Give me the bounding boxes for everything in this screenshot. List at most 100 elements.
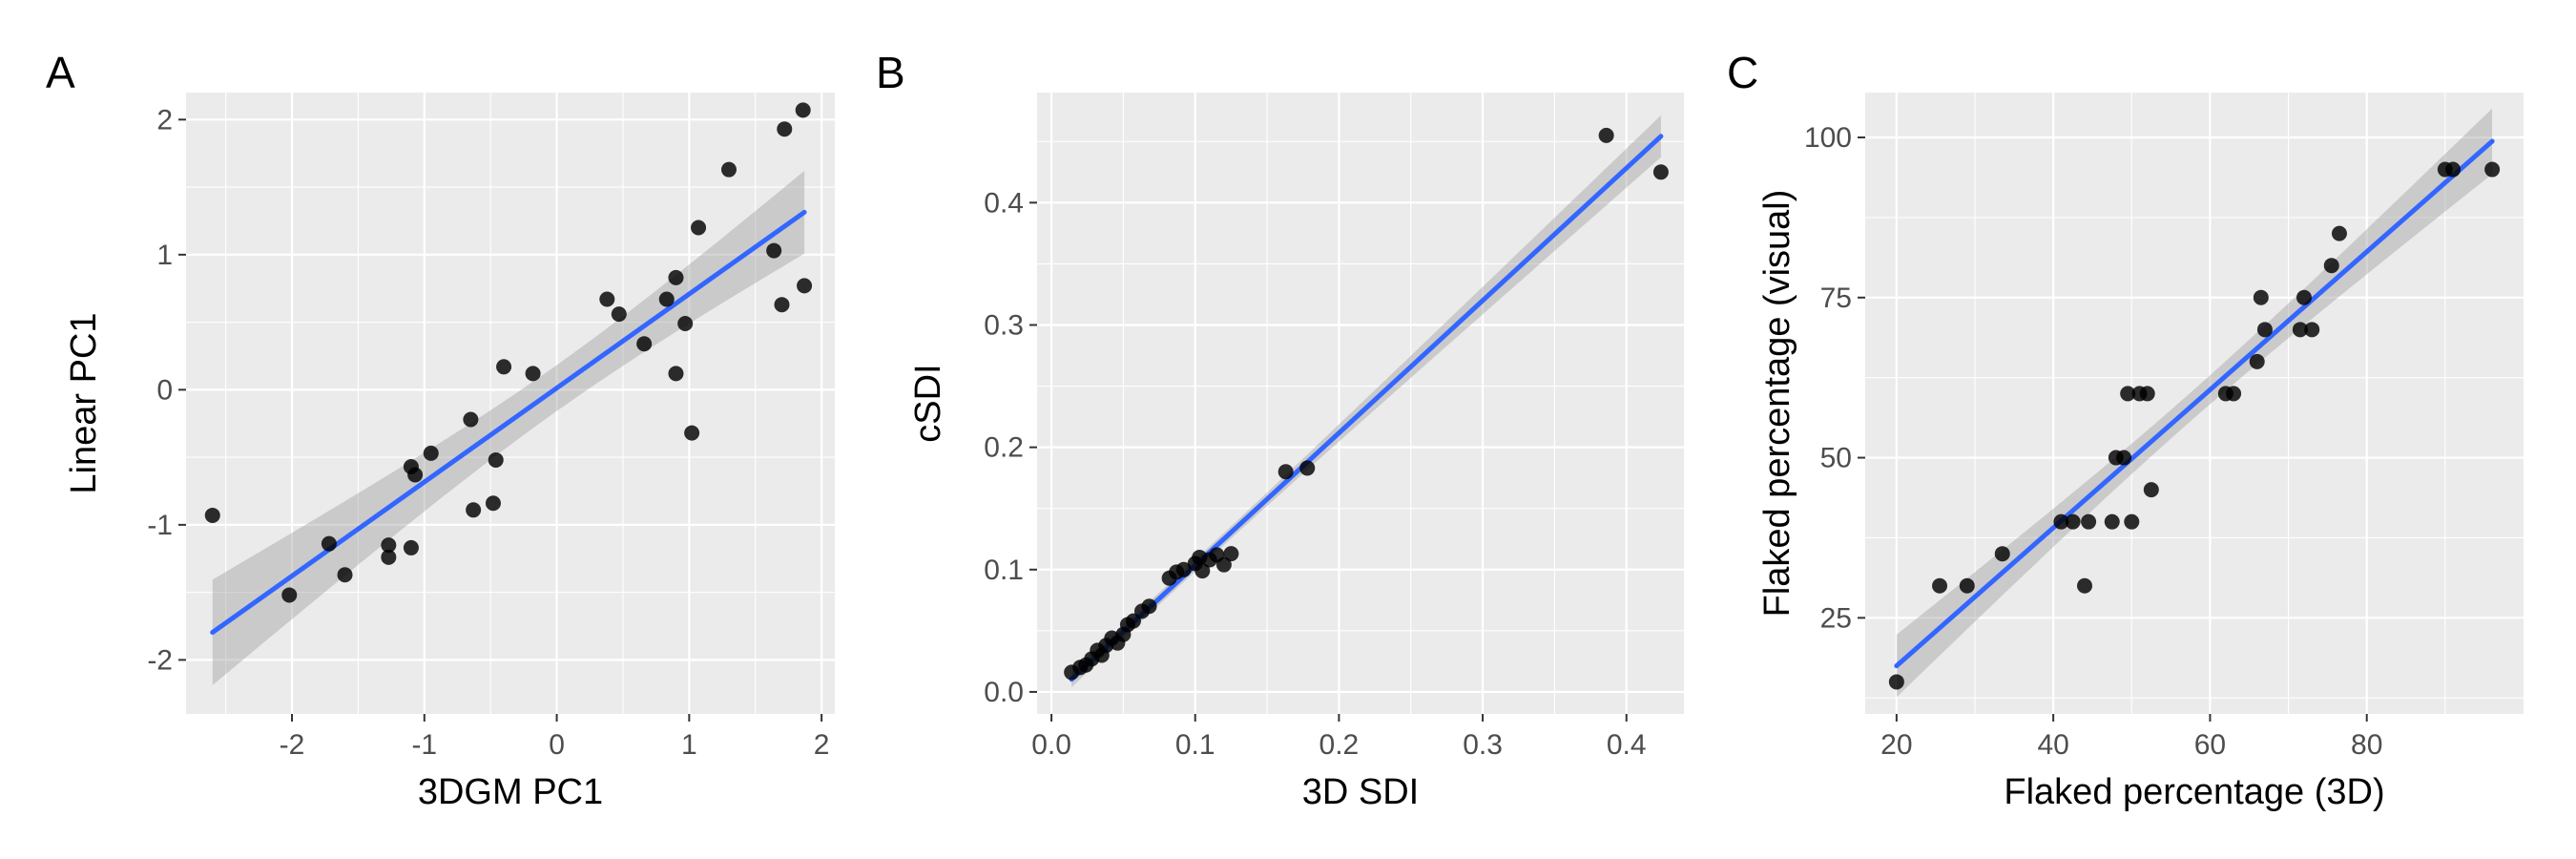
data-point [2124, 513, 2140, 530]
data-point [2296, 289, 2312, 305]
data-point [1223, 546, 1239, 562]
data-point [2226, 386, 2242, 402]
x-tick-label: -1 [411, 729, 437, 761]
data-point [321, 535, 337, 552]
data-point [1299, 460, 1316, 476]
data-point [1141, 598, 1157, 615]
y-tick-label: 100 [1804, 122, 1852, 154]
data-point [795, 102, 811, 118]
x-tick-label: 20 [1880, 729, 1912, 761]
x-tick-label: 0.2 [1319, 729, 1360, 761]
y-axis-title: cSDI [908, 364, 948, 442]
data-point [2081, 513, 2097, 530]
y-tick-label: -1 [147, 510, 173, 541]
x-tick-label: 0.1 [1175, 729, 1215, 761]
regression-line [1894, 138, 2495, 669]
data-point [668, 269, 684, 285]
x-axis-title: Flaked percentage (3D) [2004, 772, 2384, 812]
data-point [2116, 450, 2132, 466]
x-tick-label: 80 [2351, 729, 2382, 761]
y-tick-label: 25 [1820, 602, 1852, 634]
data-point [1278, 464, 1294, 480]
y-tick-label: 0.1 [984, 555, 1024, 586]
data-point [1932, 577, 1948, 594]
plot-background [186, 93, 835, 714]
data-point [403, 539, 419, 555]
data-point [407, 467, 424, 483]
data-point [1125, 613, 1141, 629]
data-point [2253, 289, 2269, 305]
x-tick-label: 0 [549, 729, 565, 761]
data-point [525, 366, 541, 382]
data-point [2143, 482, 2159, 498]
panel-a: -2 -1 0 1 2 -2 -1 0 1 2 3DGM PC1 Linear PC1 A [46, 48, 835, 812]
data-point [2445, 161, 2462, 178]
x-tick-label: 60 [2194, 729, 2226, 761]
y-tick-label: 0.3 [984, 309, 1024, 341]
x-tick-label: 0.4 [1607, 729, 1647, 761]
regression-line [210, 209, 807, 636]
data-point [1959, 577, 1975, 594]
data-point [2256, 322, 2273, 338]
data-point [496, 359, 512, 375]
data-point [1195, 563, 1211, 579]
panel-label: A [46, 48, 75, 97]
data-point [677, 316, 694, 332]
data-point [599, 291, 615, 307]
panel-c: 20 40 60 80 25 50 75 100 Flaked percentage (3D) F… [1727, 48, 2524, 812]
y-tick-label: 2 [156, 104, 173, 136]
y-axis-title: Linear PC1 [64, 312, 104, 493]
data-point [204, 507, 220, 523]
data-point [337, 567, 353, 583]
data-point [2077, 577, 2092, 594]
data-point [2065, 513, 2081, 530]
panel-label: B [876, 48, 905, 97]
data-point [466, 502, 482, 518]
data-point [668, 366, 684, 382]
data-point [774, 297, 790, 313]
y-tick-label: 50 [1820, 443, 1852, 474]
y-tick-label: 1 [156, 240, 173, 271]
y-tick-label: 75 [1820, 283, 1852, 314]
y-tick-label: 0.4 [984, 187, 1024, 219]
data-point [463, 411, 479, 428]
data-point [720, 161, 737, 178]
data-point [797, 278, 813, 294]
regression-line [1069, 134, 1664, 682]
data-point [2139, 386, 2155, 402]
data-point [1888, 674, 1904, 690]
data-point [2323, 258, 2339, 274]
y-tick-label: -2 [147, 644, 173, 676]
data-point [636, 336, 653, 352]
data-point [2292, 322, 2308, 338]
data-point [2484, 161, 2501, 178]
panel-b: 0.0 0.1 0.2 0.3 0.4 0.0 0.1 0.2 0.3 0.4 3D SDI cSDI… [876, 48, 1684, 812]
data-point [611, 306, 627, 323]
data-point [1215, 556, 1232, 573]
data-point [777, 121, 793, 137]
data-point [2104, 513, 2120, 530]
x-tick-label: 1 [681, 729, 697, 761]
x-tick-label: -2 [280, 729, 305, 761]
data-point [691, 220, 707, 236]
data-point [485, 495, 501, 512]
data-point [423, 445, 439, 461]
data-point [1175, 561, 1192, 577]
x-tick-label: 0.0 [1031, 729, 1071, 761]
panel-label: C [1727, 48, 1758, 97]
x-axis-title: 3DGM PC1 [418, 772, 603, 812]
data-point [381, 549, 397, 565]
data-point [1994, 546, 2010, 562]
data-point [2304, 322, 2320, 338]
data-point [2331, 225, 2347, 241]
data-point [1652, 164, 1669, 180]
y-tick-label: 0.2 [984, 432, 1024, 464]
x-tick-label: 0.3 [1463, 729, 1503, 761]
data-point [766, 242, 782, 259]
x-tick-label: 40 [2037, 729, 2068, 761]
y-tick-label: 0 [156, 374, 173, 406]
data-point [2120, 386, 2136, 402]
confidence-band [212, 171, 805, 685]
data-point [381, 537, 397, 554]
